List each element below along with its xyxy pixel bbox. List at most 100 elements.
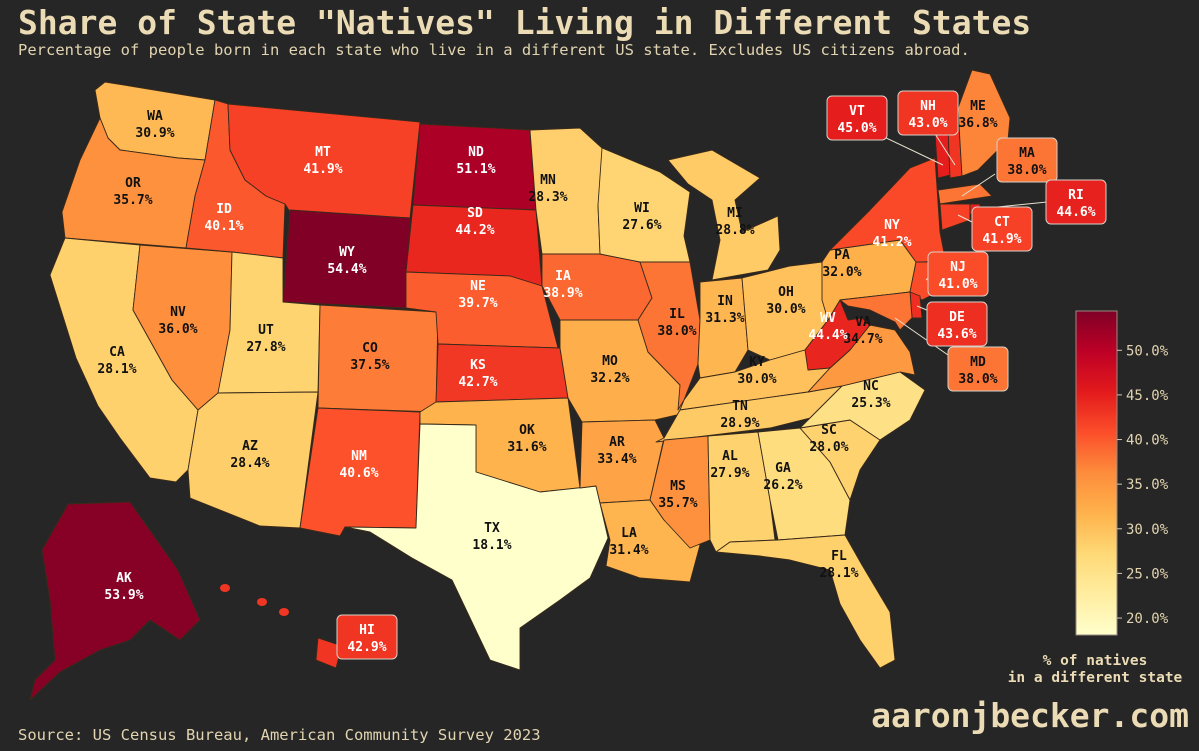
state-label-tx: TX 18.1% — [472, 521, 511, 553]
state-label-wv: WV 44.4% — [808, 311, 847, 343]
colorbar-tick-label: 35.0% — [1126, 477, 1169, 493]
colorbar-tick-label: 25.0% — [1126, 566, 1169, 582]
leader-line-vt — [879, 134, 944, 166]
state-abbr: ME — [970, 99, 986, 114]
state-value: 42.7% — [458, 375, 497, 390]
state-value: 30.0% — [766, 302, 805, 317]
state-label-or: OR 35.7% — [113, 176, 152, 208]
state-value: 54.4% — [327, 262, 366, 277]
colorbar-gradient — [1075, 310, 1118, 636]
state-abbr: CA — [109, 345, 125, 360]
state-value: 31.4% — [609, 543, 648, 558]
site-watermark[interactable]: aaronjbecker.com — [871, 696, 1189, 735]
state-value: 32.2% — [590, 371, 629, 386]
state-label-mo: MO 32.2% — [590, 354, 629, 386]
colorbar-tick-label: 30.0% — [1126, 522, 1169, 538]
state-abbr: WA — [147, 109, 163, 124]
state-abbr: PA — [834, 248, 850, 263]
state-value: 28.3% — [528, 190, 567, 205]
state-ks — [435, 343, 569, 403]
state-abbr: ND — [468, 145, 484, 160]
state-value: 51.1% — [456, 162, 495, 177]
colorbar-tick-label: 20.0% — [1126, 611, 1169, 627]
state-mi — [667, 149, 781, 281]
state-value: 30.0% — [737, 372, 776, 387]
source-note: Source: US Census Bureau, American Commu… — [18, 726, 541, 744]
state-abbr: SC — [821, 423, 837, 438]
state-label-hi: HI 42.9% — [336, 614, 398, 660]
state-abbr: HI — [359, 623, 375, 638]
state-abbr: OH — [778, 285, 794, 300]
colorbar-tick-label: 45.0% — [1126, 388, 1169, 404]
colorbar-label: % of natives in a different state — [1000, 653, 1190, 687]
state-label-mi: MI 28.8% — [715, 206, 754, 238]
state-value: 28.8% — [715, 223, 754, 238]
colorbar-tick-label: 50.0% — [1126, 343, 1169, 359]
state-label-la: LA 31.4% — [609, 526, 648, 558]
state-abbr: AK — [116, 571, 132, 586]
state-value: 42.9% — [347, 640, 386, 655]
state-abbr: MD — [970, 355, 986, 370]
state-label-nh: NH 43.0% — [897, 90, 959, 136]
state-md — [839, 291, 913, 331]
state-label-mt: MT 41.9% — [303, 145, 342, 177]
colorbar-ticks: 20.0% 25.0% 30.0% 35.0% 40.0% 45.0% 50.0% — [1117, 343, 1169, 627]
state-abbr: IN — [717, 294, 733, 309]
state-value: 32.0% — [822, 265, 861, 280]
state-value: 37.5% — [350, 358, 389, 373]
state-label-box — [947, 346, 1009, 392]
state-value: 44.4% — [808, 328, 847, 343]
page-subtitle: Percentage of people born in each state … — [18, 41, 970, 59]
state-abbr: CT — [994, 215, 1010, 230]
state-abbr: WI — [634, 201, 650, 216]
state-label-ca: CA 28.1% — [97, 345, 136, 377]
state-abbr: DE — [949, 310, 965, 325]
state-label-wy: WY 54.4% — [327, 245, 366, 277]
state-label-ny: NY 41.2% — [872, 218, 911, 250]
state-value: 28.1% — [819, 566, 858, 581]
state-label-ok: OK 31.6% — [507, 423, 546, 455]
leader-line-ma — [961, 173, 996, 197]
state-label-wi: WI 27.6% — [622, 201, 661, 233]
state-label-ar: AR 33.4% — [597, 435, 636, 467]
state-label-va: VA 34.7% — [843, 315, 882, 347]
state-label-ga: GA 26.2% — [763, 461, 802, 493]
state-value: 43.0% — [908, 116, 947, 131]
state-label-box — [826, 95, 888, 141]
state-label-box — [996, 137, 1058, 183]
state-label-box — [926, 301, 988, 347]
state-ny — [829, 157, 946, 263]
state-value: 25.3% — [851, 396, 890, 411]
state-abbr: NY — [884, 218, 900, 233]
state-abbr: AR — [609, 435, 625, 450]
state-value: 31.3% — [705, 311, 744, 326]
state-abbr: NJ — [950, 260, 966, 275]
colorbar-tick-label: 40.0% — [1126, 433, 1169, 449]
state-value: 41.9% — [982, 232, 1021, 247]
state-fl — [715, 534, 896, 669]
state-value: 36.8% — [958, 116, 997, 131]
state-value: 44.2% — [455, 223, 494, 238]
state-value: 33.4% — [597, 452, 636, 467]
colorbar: 20.0% 25.0% 30.0% 35.0% 40.0% 45.0% 50.0% — [1075, 310, 1169, 636]
state-abbr: MN — [540, 173, 556, 188]
state-value: 44.6% — [1056, 205, 1095, 220]
state-label-md: MD 38.0% — [947, 346, 1009, 392]
state-ct — [939, 203, 971, 231]
state-wi — [597, 147, 691, 263]
state-abbr: NC — [863, 379, 879, 394]
state-abbr: NE — [470, 279, 486, 294]
state-abbr: KY — [749, 355, 765, 370]
state-abbr: WY — [339, 245, 355, 260]
state-label-ia: IA 38.9% — [543, 269, 582, 301]
state-abbr: MO — [602, 354, 618, 369]
state-label-ut: UT 27.8% — [246, 323, 285, 355]
state-label-mn: MN 28.3% — [528, 173, 567, 205]
state-hi — [315, 637, 343, 669]
page-title: Share of State "Natives" Living in Diffe… — [18, 3, 1032, 42]
colorbar-label-line2: in a different state — [1007, 670, 1183, 686]
state-abbr: IL — [669, 307, 685, 322]
state-value: 53.9% — [104, 588, 143, 603]
state-label-wa: WA 30.9% — [135, 109, 174, 141]
